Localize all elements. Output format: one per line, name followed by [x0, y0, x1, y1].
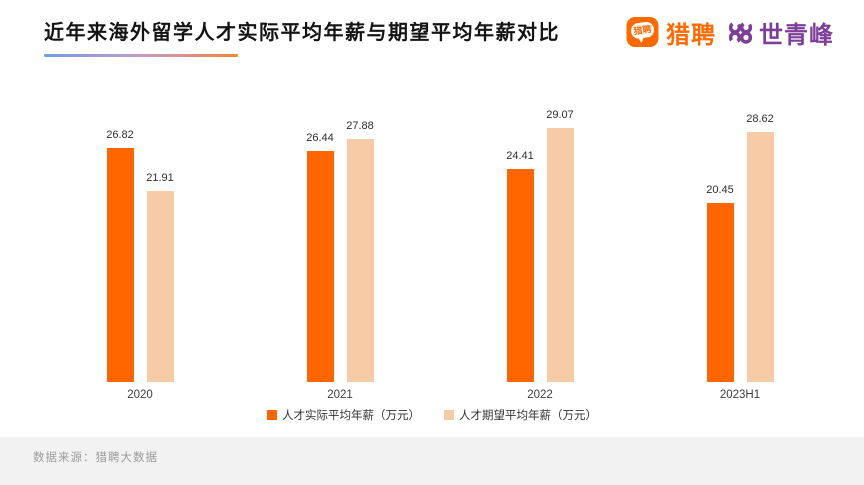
chart-legend: 人才实际平均年薪（万元） 人才期望平均年薪（万元）	[0, 407, 864, 423]
expected-bar-2021: 27.88	[346, 120, 374, 382]
title-underline	[44, 54, 238, 57]
bar-group-2023H1: 20.45 28.62 2023H1	[706, 113, 774, 401]
expected-bar-2023H1: 28.62	[746, 113, 774, 382]
bar-group-2021: 26.44 27.88 2021	[306, 120, 374, 401]
brand-logos: 猎聘 猎聘 世青峰	[626, 15, 834, 50]
legend-item-actual: 人才实际平均年薪（万元）	[267, 407, 420, 423]
legend-label: 人才期望平均年薪（万元）	[459, 410, 597, 422]
expected-bar-2022: 29.07	[546, 109, 574, 382]
category-label-2023H1: 2023H1	[719, 389, 761, 401]
category-label-2021: 2021	[327, 389, 353, 401]
bar-value-label: 24.41	[506, 150, 534, 162]
bar-value-label: 29.07	[546, 109, 574, 121]
legend-label: 人才实际平均年薪（万元）	[282, 410, 420, 422]
legend-item-expected: 人才期望平均年薪（万元）	[444, 407, 597, 423]
category-label-2020: 2020	[127, 389, 153, 401]
actual-bar-2023H1: 20.45	[706, 184, 734, 382]
footer-strip: 数据来源：猎聘大数据	[0, 437, 864, 485]
actual-bar-2021: 26.44	[306, 132, 334, 382]
bar-group-2020: 26.82 21.91 2020	[106, 129, 174, 401]
category-label-2022: 2022	[527, 389, 553, 401]
bar-value-label: 21.91	[146, 172, 174, 184]
shiqingfeng-emblem-icon	[729, 19, 752, 46]
data-source-note: 数据来源：猎聘大数据	[33, 452, 158, 464]
bar-value-label: 26.82	[106, 129, 134, 141]
liepin-logotype: 猎聘	[666, 22, 716, 49]
actual-bar-2022: 24.41	[506, 150, 534, 382]
svg-text:猎聘: 猎聘	[633, 23, 652, 36]
bar-value-label: 26.44	[306, 132, 334, 144]
legend-swatch-icon	[267, 410, 277, 420]
expected-bar-2020: 21.91	[146, 172, 174, 382]
bar-value-label: 20.45	[706, 184, 734, 196]
bar-group-2022: 24.41 29.07 2022	[506, 109, 574, 401]
liepin-bubble-icon: 猎聘	[626, 16, 659, 49]
page-title: 近年来海外留学人才实际平均年薪与期望平均年薪对比	[44, 22, 560, 44]
bar-value-label: 27.88	[346, 120, 374, 132]
partner-logotype: 世青峰	[759, 22, 834, 49]
bar-chart-plot: 26.82 21.91 2020 26.44 27.88 2021 24.41 29.07 20…	[40, 0, 840, 401]
bar-value-label: 28.62	[746, 113, 774, 125]
actual-bar-2020: 26.82	[106, 129, 134, 382]
legend-swatch-icon	[444, 410, 454, 420]
